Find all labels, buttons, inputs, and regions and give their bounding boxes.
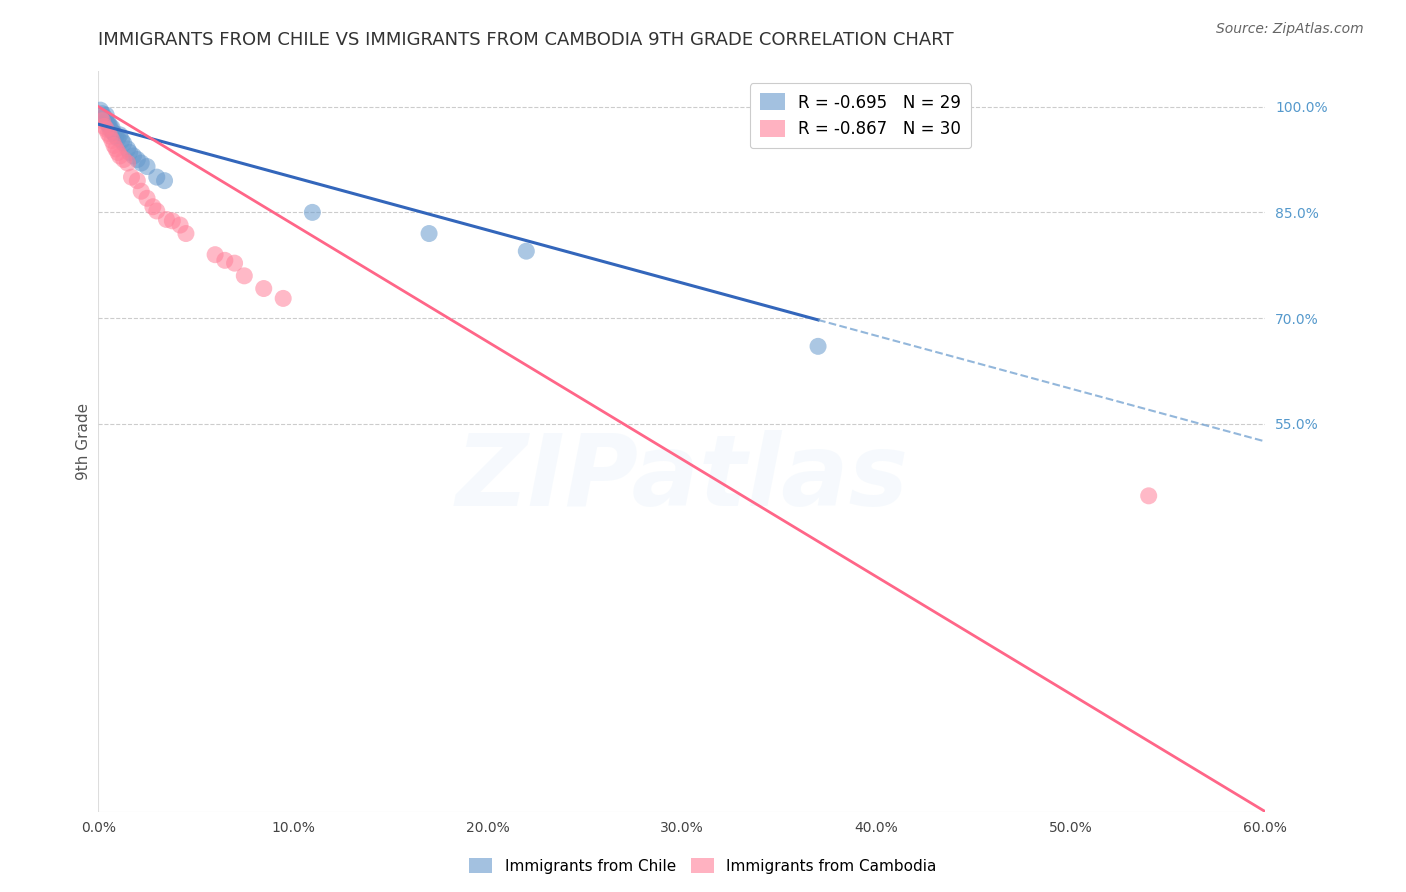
Point	[96, 122, 118, 136]
Point	[224, 256, 246, 270]
Point	[89, 110, 111, 124]
Point	[117, 142, 139, 156]
Point	[129, 156, 152, 170]
Point	[97, 117, 120, 131]
Point	[233, 268, 256, 283]
Point	[127, 174, 149, 188]
Point	[91, 106, 114, 120]
Point	[108, 128, 131, 142]
Point	[174, 227, 197, 241]
Point	[107, 145, 129, 160]
Point	[118, 145, 141, 160]
Point	[101, 124, 124, 138]
Point	[89, 103, 111, 117]
Point	[301, 205, 323, 219]
Point	[103, 127, 125, 141]
Point	[146, 204, 169, 219]
Point	[104, 142, 127, 156]
Point	[98, 122, 121, 136]
Legend: Immigrants from Chile, Immigrants from Cambodia: Immigrants from Chile, Immigrants from C…	[464, 852, 942, 880]
Point	[146, 170, 169, 185]
Point	[104, 129, 127, 144]
Point	[214, 253, 236, 268]
Point	[136, 160, 159, 174]
Point	[122, 149, 145, 163]
Point	[96, 113, 118, 128]
Point	[103, 138, 125, 153]
Point	[153, 174, 176, 188]
Point	[271, 292, 294, 306]
Point	[97, 127, 120, 141]
Point	[121, 170, 143, 185]
Point	[101, 120, 124, 135]
Point	[111, 133, 134, 147]
Point	[101, 133, 124, 147]
Point	[108, 149, 131, 163]
Point	[93, 110, 115, 124]
Text: IMMIGRANTS FROM CHILE VS IMMIGRANTS FROM CAMBODIA 9TH GRADE CORRELATION CHART: IMMIGRANTS FROM CHILE VS IMMIGRANTS FROM…	[98, 31, 955, 49]
Point	[136, 191, 159, 205]
Point	[127, 153, 149, 167]
Point	[418, 227, 440, 241]
Point	[98, 129, 121, 144]
Point	[169, 218, 191, 232]
Text: ZIPatlas: ZIPatlas	[456, 430, 908, 527]
Point	[96, 108, 118, 122]
Point	[162, 214, 184, 228]
Point	[112, 136, 135, 151]
Point	[98, 120, 121, 134]
Point	[142, 200, 165, 214]
Point	[155, 212, 177, 227]
Point	[807, 339, 830, 353]
Point	[112, 153, 135, 167]
Point	[1137, 489, 1160, 503]
Legend: R = -0.695   N = 29, R = -0.867   N = 30: R = -0.695 N = 29, R = -0.867 N = 30	[749, 83, 972, 148]
Point	[117, 156, 139, 170]
Point	[253, 281, 276, 295]
Point	[91, 113, 114, 128]
Point	[93, 120, 115, 134]
Y-axis label: 9th Grade: 9th Grade	[76, 403, 91, 480]
Point	[515, 244, 537, 259]
Point	[129, 184, 152, 198]
Point	[107, 131, 129, 145]
Point	[204, 248, 226, 262]
Point	[97, 115, 120, 129]
Text: Source: ZipAtlas.com: Source: ZipAtlas.com	[1216, 22, 1364, 37]
